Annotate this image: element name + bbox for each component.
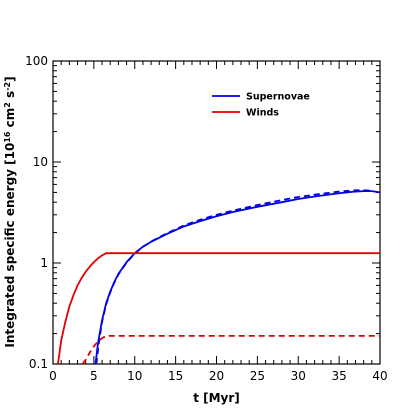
series-line-winds xyxy=(57,252,380,364)
y-axis-label-exp3: -2 xyxy=(3,82,12,91)
series-line-supernovae xyxy=(94,190,380,364)
x-tick-label: 15 xyxy=(168,369,183,383)
x-tick-label: 30 xyxy=(291,369,306,383)
series-line-winds-dashed xyxy=(81,334,380,364)
x-axis-label: t [Myr] xyxy=(193,391,240,405)
x-tick-label: 35 xyxy=(331,369,346,383)
x-tick-label: 25 xyxy=(250,369,265,383)
y-axis-label-mid: cm xyxy=(3,108,17,132)
y-axis-label: Integrated specific energy [1016 cm2 s-2… xyxy=(3,76,17,347)
y-axis-label-main: Integrated specific energy [10 xyxy=(3,143,17,348)
y-axis-label-exp1: 16 xyxy=(3,131,12,143)
tick-labels: 0 5 10 15 20 25 30 35 40 0.1 1 10 100 xyxy=(25,54,388,383)
y-axis-label-end: ] xyxy=(3,76,17,81)
x-tick-label: 0 xyxy=(49,369,57,383)
x-tick-label: 5 xyxy=(90,369,98,383)
legend-label: Winds xyxy=(246,108,279,119)
legend: Supernovae Winds xyxy=(212,92,310,119)
x-tick-label: 10 xyxy=(127,369,142,383)
x-tick-label: 40 xyxy=(372,369,387,383)
legend-label: Supernovae xyxy=(246,92,310,103)
series-group xyxy=(57,189,380,364)
y-tick-label: 0.1 xyxy=(29,357,48,371)
y-axis-label-mid2: s xyxy=(3,91,17,102)
series-line-supernovae-dashed xyxy=(95,189,372,364)
y-tick-label: 100 xyxy=(25,54,48,68)
y-tick-label: 1 xyxy=(40,256,48,270)
y-tick-label: 10 xyxy=(33,155,48,169)
ticks xyxy=(52,61,381,365)
x-tick-label: 20 xyxy=(209,369,224,383)
y-axis-label-exp2: 2 xyxy=(3,102,12,108)
